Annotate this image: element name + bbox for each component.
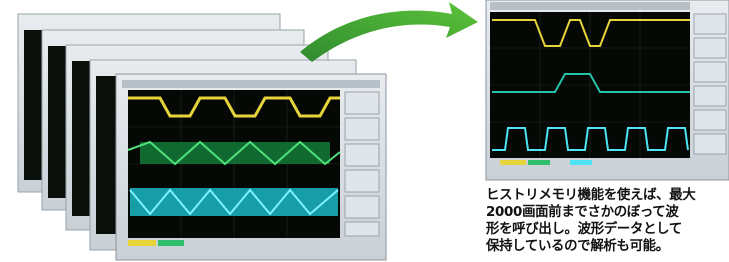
caption-line: ヒストリメモリ機能を使えば、最大 (486, 187, 729, 204)
front-screen (116, 74, 386, 260)
caption-line: 保持しているので解析も可能。 (486, 238, 729, 255)
figure: ヒストリメモリ機能を使えば、最大 2000画面前までさかのぼって波 形を呼び出し… (0, 0, 729, 262)
caption-line: 形を呼び出し。波形データとして (486, 221, 729, 238)
caption: ヒストリメモリ機能を使えば、最大 2000画面前までさかのぼって波 形を呼び出し… (486, 187, 729, 255)
caption-line: 2000画面前までさかのぼって波 (486, 204, 729, 221)
result-screen (486, 0, 729, 180)
